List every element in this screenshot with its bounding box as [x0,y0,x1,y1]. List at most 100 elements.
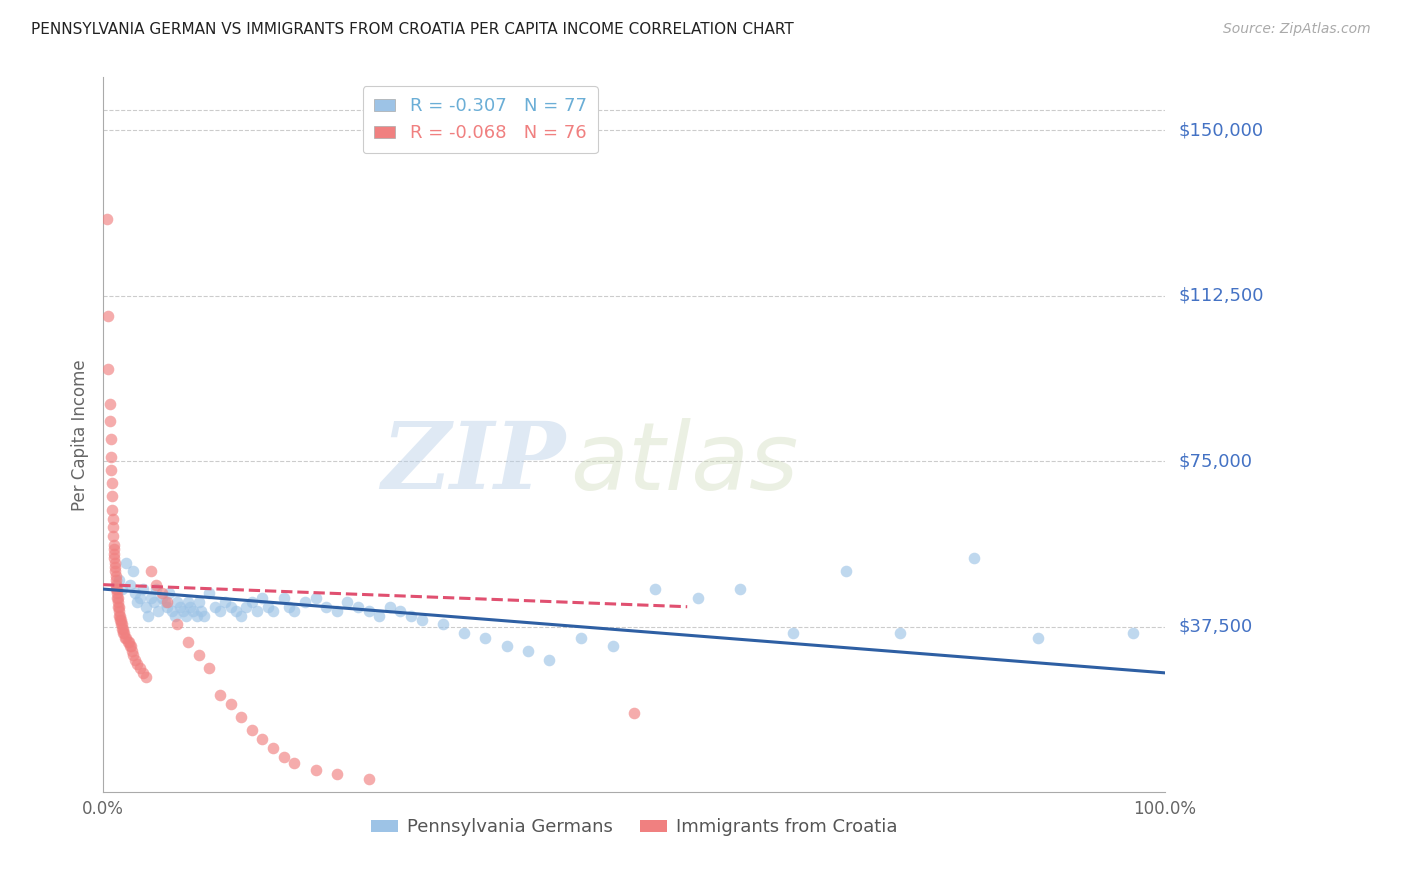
Text: ZIP: ZIP [381,418,565,508]
Point [150,591,173,605]
Point [368,608,391,623]
Point [278,599,301,614]
Point [111,582,134,596]
Point [105,582,128,596]
Point [107,591,129,605]
Point [98,397,121,411]
Point [153,595,176,609]
Point [100,432,122,446]
Point [145,577,167,591]
Point [118,577,141,591]
Point [121,648,143,663]
Point [111,617,134,632]
Point [262,740,284,755]
Point [117,635,139,649]
Point [644,582,666,596]
Point [495,640,517,654]
Point [115,556,138,570]
Point [129,591,152,605]
Point [100,463,122,477]
Point [104,560,127,574]
Point [139,591,162,605]
Point [115,631,138,645]
Text: Source: ZipAtlas.com: Source: ZipAtlas.com [1223,22,1371,37]
Point [160,604,183,618]
Point [103,547,125,561]
Point [166,595,188,609]
Point [117,635,139,649]
Point [208,604,231,618]
Y-axis label: Per Capita Income: Per Capita Income [72,359,89,510]
Point [157,586,180,600]
Point [156,595,179,609]
Point [132,665,155,680]
Point [112,622,135,636]
Point [235,599,257,614]
Point [256,599,278,614]
Point [108,613,131,627]
Point [246,604,269,618]
Point [186,608,208,623]
Point [283,756,305,771]
Text: $75,000: $75,000 [1180,452,1253,470]
Legend: Pennsylvania Germans, Immigrants from Croatia: Pennsylvania Germans, Immigrants from Cr… [364,811,904,844]
Point [132,582,155,596]
Point [129,661,152,675]
Point [399,608,422,623]
Point [357,772,380,786]
Point [569,631,592,645]
Point [143,595,166,609]
Point [1122,626,1144,640]
Point [120,640,142,654]
Point [108,608,131,623]
Point [219,599,242,614]
Point [169,599,191,614]
Point [103,538,125,552]
Point [411,613,433,627]
Point [104,577,127,591]
Point [121,644,143,658]
Point [112,626,135,640]
Point [104,565,127,579]
Point [97,309,120,323]
Point [97,361,120,376]
Point [121,565,143,579]
Point [98,415,121,429]
Point [602,640,624,654]
Point [516,644,538,658]
Point [231,608,253,623]
Point [108,604,131,618]
Point [252,732,274,747]
Point [273,591,295,605]
Point [231,710,253,724]
Point [104,574,127,588]
Point [124,653,146,667]
Point [139,565,162,579]
Point [118,640,141,654]
Point [1026,631,1049,645]
Point [198,586,221,600]
Point [100,502,122,516]
Point [103,551,125,566]
Point [150,586,173,600]
Text: PENNSYLVANIA GERMAN VS IMMIGRANTS FROM CROATIA PER CAPITA INCOME CORRELATION CHA: PENNSYLVANIA GERMAN VS IMMIGRANTS FROM C… [31,22,793,37]
Point [108,599,131,614]
Point [103,542,125,557]
Point [219,697,242,711]
Point [198,661,221,675]
Point [110,613,132,627]
Point [107,595,129,609]
Point [378,599,401,614]
Point [105,591,128,605]
Point [623,706,645,720]
Point [127,657,149,671]
Point [326,767,349,781]
Point [252,591,274,605]
Point [136,608,159,623]
Point [730,582,752,596]
Point [177,635,200,649]
Point [127,595,149,609]
Point [214,595,236,609]
Point [204,599,226,614]
Point [108,608,131,623]
